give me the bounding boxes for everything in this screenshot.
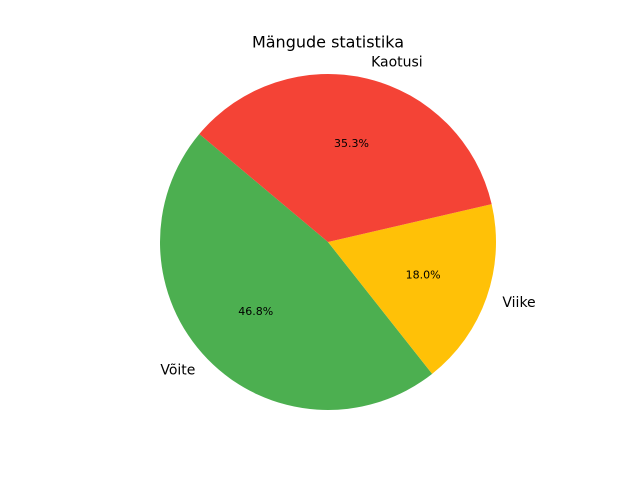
pie-slice <box>199 74 492 242</box>
percent-label: 46.8% <box>238 305 273 318</box>
slice-label: Viike <box>502 295 535 311</box>
chart-title: Mängude statistika <box>252 33 404 52</box>
percent-label: 18.0% <box>406 268 441 281</box>
slice-label: Võite <box>160 363 195 379</box>
slice-label: Kaotusi <box>371 54 423 70</box>
pie-slice <box>328 204 496 374</box>
percent-label: 35.3% <box>334 137 369 150</box>
pie-slice <box>159 134 433 411</box>
